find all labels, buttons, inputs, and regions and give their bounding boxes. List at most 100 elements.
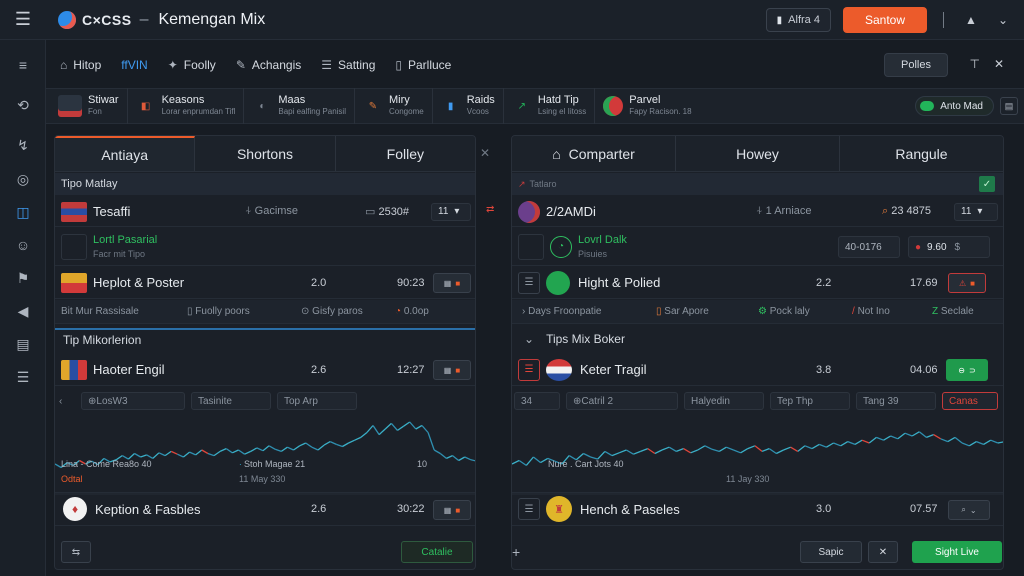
chip[interactable]: Tasinite xyxy=(191,392,271,410)
market-item[interactable]: ◧ Keasons Lorar enprumdan Tifl xyxy=(128,88,245,124)
chip-danger[interactable]: Canas xyxy=(942,392,998,410)
filter-item[interactable]: Z Seclale xyxy=(932,306,974,317)
table-row[interactable]: Heplot & Poster 2.0 90:23 ▦ ■ xyxy=(55,267,475,299)
market-item[interactable]: Parvel Fapy Racison. 18 xyxy=(595,88,699,124)
slash-icon: / xyxy=(852,306,858,317)
stack-icon[interactable]: ▤ xyxy=(16,335,30,352)
detail-odds-box[interactable]: ● 9.60 $ xyxy=(908,236,990,258)
auto-mode-toggle[interactable]: Anto Mad xyxy=(915,96,994,116)
price-chart-left[interactable] xyxy=(55,412,475,502)
tab-howey[interactable]: Howey xyxy=(676,136,840,171)
table-row[interactable]: Haoter Engil 2.6 12:27 ▦ ■ xyxy=(55,354,475,386)
filter-item[interactable]: ▯ Fuolly poors xyxy=(187,306,250,317)
close-icon[interactable]: ✕ xyxy=(480,146,491,160)
row-action-button[interactable]: ⚠ ■ xyxy=(948,273,986,293)
chip-row: ‹ ⊕ LosW3 Tasinite Top Arp xyxy=(55,388,475,414)
primary-action-button[interactable]: Sight Live xyxy=(912,541,1002,563)
row-action-button[interactable]: ▦ ■ xyxy=(433,500,471,520)
row-select[interactable]: 11 ▾ xyxy=(431,202,471,221)
table-row[interactable]: Tesaffi ⍭ Gacimse ▭ 2530# 11 ▾ xyxy=(55,197,475,227)
menu-item-achangis[interactable]: ✎ Achangis xyxy=(236,58,301,72)
filter-item[interactable]: ◔ 0.0op xyxy=(395,306,429,317)
market-item[interactable]: ✎ Miry Congome xyxy=(355,88,433,124)
chart-segment xyxy=(918,431,927,438)
menu-item-parlluce[interactable]: ▯ Parlluce xyxy=(395,58,451,72)
filter-item[interactable]: / Not Ino xyxy=(852,306,890,317)
chip[interactable]: Tang 39 xyxy=(856,392,936,410)
chip[interactable]: 34 xyxy=(514,392,560,410)
table-row[interactable]: ☰ Hight & Polied 2.2 17.69 ⚠ ■ xyxy=(512,267,1003,299)
detail-value-box[interactable]: 40-0176 xyxy=(838,236,900,258)
catalie-button[interactable]: Catalie xyxy=(401,541,473,563)
menu-item-home[interactable]: ⌂ Hitop xyxy=(60,58,101,72)
menu-item-foolly[interactable]: ✦ Foolly xyxy=(168,58,216,72)
chevron-down-icon[interactable]: ⌄ xyxy=(997,13,1009,27)
chip[interactable]: Top Arp xyxy=(277,392,357,410)
row-action-button[interactable]: ▦ ■ xyxy=(433,360,471,380)
close-icon[interactable]: ✕ xyxy=(868,541,898,563)
menu-item-ffvin[interactable]: ffVIN xyxy=(121,58,147,72)
tab-folley[interactable]: Folley xyxy=(336,136,475,171)
market-item[interactable]: ▮ Raids Vcoos xyxy=(433,88,504,124)
hamburger-menu-icon[interactable]: ☰ xyxy=(14,9,32,29)
filter-item[interactable]: › Days Froonpatie xyxy=(522,306,601,317)
tab-antiaya[interactable]: Antiaya xyxy=(55,136,196,171)
book-icon: ▯ xyxy=(656,306,665,317)
chart-segment xyxy=(554,460,563,465)
smiley-icon[interactable]: ☺ xyxy=(15,237,31,253)
sync-icon[interactable]: ↯ xyxy=(17,136,29,153)
market-sub: Vcoos xyxy=(466,107,489,116)
chevron-up-icon[interactable]: ▲ xyxy=(965,13,977,27)
chip[interactable]: ⊕ Catril 2 xyxy=(566,392,678,410)
polles-button[interactable]: Polles xyxy=(884,53,948,77)
chart-icon[interactable]: ◫ xyxy=(16,203,30,220)
filter-label: Gisfy paros xyxy=(312,306,363,317)
cancel-button[interactable]: Sapic xyxy=(800,541,862,563)
account-pill[interactable]: ▮ Alfra 4 xyxy=(765,8,831,32)
pin-icon[interactable]: ⊤ xyxy=(969,57,980,71)
filter-item[interactable]: ▯ Sar Apore xyxy=(656,306,709,317)
share-icon[interactable]: ⇆ xyxy=(61,541,91,563)
table-row[interactable]: ☰ ♜ Hench & Paseles 3.0 07.57 ⌕ ⌄ xyxy=(512,492,1003,526)
row-action-button[interactable]: ⌕ ⌄ xyxy=(948,500,990,520)
chip[interactable]: Tep Thp xyxy=(770,392,850,410)
row-select[interactable]: 11 ▾ xyxy=(954,202,998,221)
table-row[interactable]: ☰ Keter Tragil 3.8 04.06 ⊖ ⊃ xyxy=(512,354,1003,386)
market-item[interactable]: ◐ Maas Bapi ealfing Panisil xyxy=(244,88,355,124)
swap-icon[interactable]: ⇄ xyxy=(486,204,495,215)
row-name: 2/2AMDi xyxy=(546,204,596,219)
close-icon[interactable]: ✕ xyxy=(993,57,1004,71)
market-item[interactable]: ↗ Hatd Tip Lsing el Iitoss xyxy=(504,88,596,124)
chevron-left-icon[interactable]: ‹ xyxy=(59,395,63,407)
row-mid-text: Gacimse xyxy=(254,205,299,217)
flag-icon[interactable]: ⚑ xyxy=(16,269,30,286)
filter-label: 0.0op xyxy=(403,306,429,317)
market-item[interactable]: Stiwar Fon xyxy=(46,88,128,124)
layout-icon[interactable]: ▤ xyxy=(1000,97,1018,115)
price-chart-right[interactable] xyxy=(512,412,1003,502)
primary-cta-button[interactable]: Santow xyxy=(842,7,927,33)
tab-shortons[interactable]: Shortons xyxy=(195,136,336,171)
filter-item[interactable]: ⚙ Pock laly xyxy=(758,306,810,317)
filter-item[interactable]: ⊙ Gisfy paros xyxy=(301,306,363,317)
live-toggle-button[interactable]: ⊖ ⊃ xyxy=(946,359,988,381)
list-icon[interactable]: ☰ xyxy=(16,368,30,385)
market-sub: Lsing el Iitoss xyxy=(537,107,587,116)
tab-comparter[interactable]: ⌂ Comparter xyxy=(512,136,676,171)
add-icon[interactable]: + xyxy=(512,544,521,560)
chip[interactable]: ⊕ LosW3 xyxy=(81,392,185,410)
table-row[interactable]: 2/2AMDi ⍭ 1 Arniace ⌕ 23 4875 11 ▾ xyxy=(512,197,1003,227)
check-icon[interactable]: ✓ xyxy=(979,176,995,192)
menu-item-setting[interactable]: ☰ Satting xyxy=(321,58,375,72)
tab-rangule[interactable]: Rangule xyxy=(840,136,1003,171)
chip[interactable]: Halyedin xyxy=(684,392,764,410)
menu-lines-icon[interactable]: ≡ xyxy=(18,57,28,73)
row-action-button[interactable]: ▦ ■ xyxy=(433,273,471,293)
refresh-icon[interactable]: ⟲ xyxy=(17,96,29,113)
globe-icon[interactable]: ◎ xyxy=(16,170,30,187)
filter-item[interactable]: Bit Mur Rassisale xyxy=(61,306,139,317)
chart-segment xyxy=(225,448,233,454)
chart-segment xyxy=(262,445,270,452)
megaphone-icon[interactable]: ◀ xyxy=(17,302,29,319)
table-row[interactable]: ♦ Keption & Fasbles 2.6 30:22 ▦ ■ xyxy=(55,492,475,526)
